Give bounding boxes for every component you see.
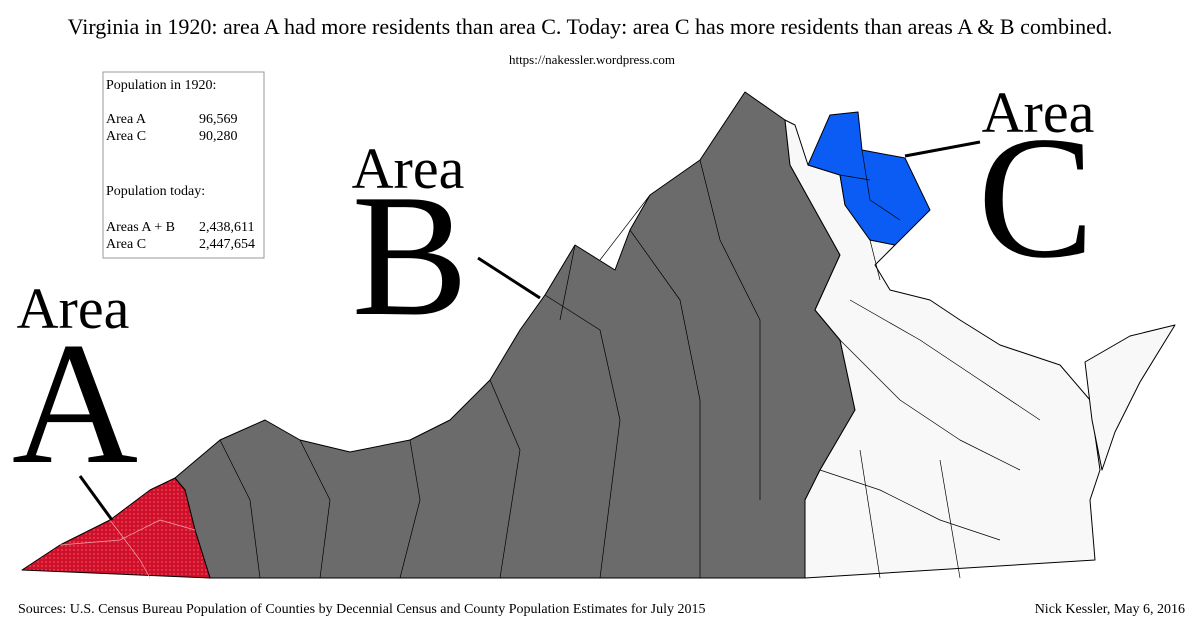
sources: Sources: U.S. Census Bureau Population o…: [18, 602, 706, 617]
box-row-value: 2,447,654: [199, 237, 255, 252]
box-heading-today: Population today:: [106, 184, 205, 199]
box-row-value: 96,569: [199, 112, 238, 127]
box-heading-1920: Population in 1920:: [106, 78, 216, 93]
area-a-letter: A: [12, 306, 138, 500]
box-frame: [102, 71, 265, 259]
area-c-letter: C: [978, 100, 1095, 294]
box-row-label: Area A: [106, 112, 147, 127]
area-c-word: Area: [982, 80, 1095, 145]
box-row-value: 90,280: [199, 129, 238, 144]
title: Virginia in 1920: area A had more reside…: [68, 14, 1113, 39]
leader-c: [904, 140, 981, 158]
county-lines: [59, 149, 1041, 579]
box-row-label: Areas A + B: [106, 220, 175, 235]
area-b-letter: B: [352, 158, 469, 352]
leader-a: [78, 475, 114, 521]
leader-lines: [78, 140, 981, 521]
url: https://nakessler.wordpress.com: [509, 52, 675, 67]
population-box: Population in 1920: Population today: Ar…: [102, 71, 265, 259]
area-c-region: [807, 111, 931, 246]
box-row-label: Area C: [106, 129, 146, 144]
box-row-value: 2,438,611: [199, 220, 254, 235]
leader-b: [477, 256, 541, 300]
credit: Nick Kessler, May 6, 2016: [1035, 602, 1185, 617]
state-map: [21, 91, 1176, 579]
box-row-label: Area C: [106, 237, 146, 252]
area-a-word: Area: [17, 276, 130, 341]
area-b-word: Area: [352, 136, 465, 201]
eastern-shore: [1084, 324, 1176, 471]
area-b-region: [174, 91, 856, 579]
